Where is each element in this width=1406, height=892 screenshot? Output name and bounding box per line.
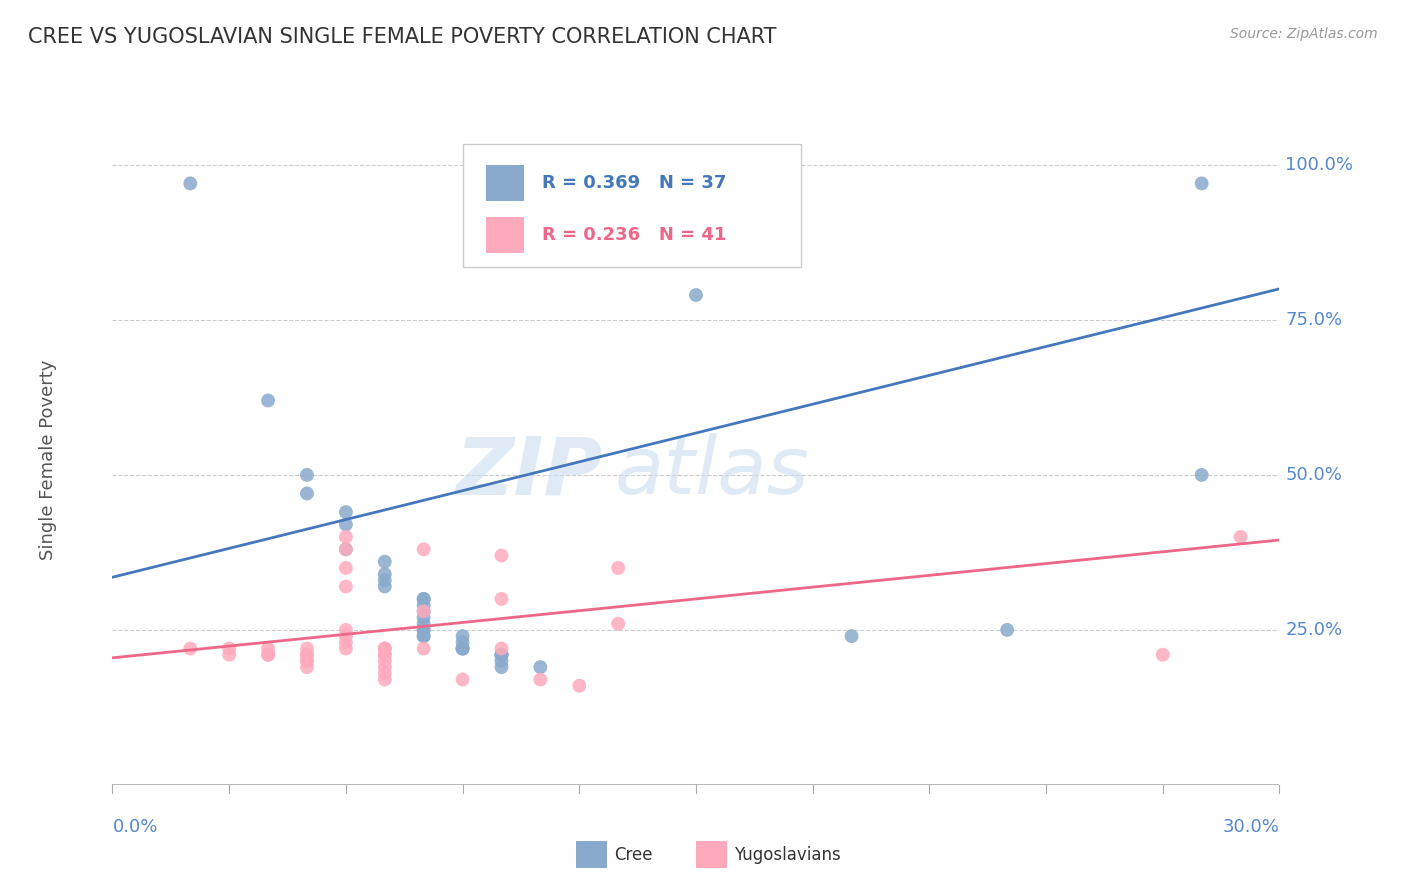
Point xyxy=(1229,530,1251,544)
Text: R = 0.369   N = 37: R = 0.369 N = 37 xyxy=(541,174,727,192)
Point xyxy=(257,641,280,656)
Point xyxy=(374,648,396,662)
Point xyxy=(412,591,434,606)
Text: 100.0%: 100.0% xyxy=(1285,156,1354,174)
Point xyxy=(491,654,513,668)
Text: 30.0%: 30.0% xyxy=(1223,817,1279,836)
Point xyxy=(374,660,396,674)
Point xyxy=(335,530,357,544)
Point xyxy=(374,673,396,687)
Point xyxy=(335,641,357,656)
Point xyxy=(995,623,1018,637)
Point xyxy=(218,648,240,662)
Point xyxy=(412,610,434,624)
Point xyxy=(374,574,396,588)
Point xyxy=(295,654,318,668)
Text: 50.0%: 50.0% xyxy=(1285,466,1343,483)
FancyBboxPatch shape xyxy=(486,217,524,252)
Point xyxy=(451,641,474,656)
Point xyxy=(295,641,318,656)
Point xyxy=(374,666,396,681)
Point xyxy=(451,629,474,643)
Point xyxy=(295,486,318,500)
Point xyxy=(335,542,357,557)
Point xyxy=(374,641,396,656)
Point xyxy=(179,177,201,191)
Point xyxy=(335,561,357,575)
Point xyxy=(257,393,280,408)
Point xyxy=(295,648,318,662)
Point xyxy=(451,641,474,656)
Point xyxy=(1191,467,1213,482)
Point xyxy=(1191,177,1213,191)
Point xyxy=(491,648,513,662)
Point xyxy=(412,616,434,631)
Point xyxy=(491,648,513,662)
Point xyxy=(335,580,357,594)
Point xyxy=(335,505,357,519)
Point xyxy=(451,673,474,687)
Point xyxy=(451,635,474,649)
Text: CREE VS YUGOSLAVIAN SINGLE FEMALE POVERTY CORRELATION CHART: CREE VS YUGOSLAVIAN SINGLE FEMALE POVERT… xyxy=(28,27,776,46)
Point xyxy=(412,604,434,618)
Point xyxy=(491,641,513,656)
Point xyxy=(295,467,318,482)
Point xyxy=(491,591,513,606)
Point xyxy=(179,641,201,656)
FancyBboxPatch shape xyxy=(463,144,801,268)
Point xyxy=(374,580,396,594)
Point xyxy=(841,629,863,643)
Text: ZIP: ZIP xyxy=(456,434,603,511)
Text: Single Female Poverty: Single Female Poverty xyxy=(39,359,58,559)
Point xyxy=(374,648,396,662)
Point xyxy=(412,623,434,637)
Point xyxy=(295,660,318,674)
Point xyxy=(412,598,434,612)
Point xyxy=(374,567,396,582)
Point xyxy=(412,623,434,637)
Point xyxy=(451,641,474,656)
Point xyxy=(295,648,318,662)
Point xyxy=(412,629,434,643)
Point xyxy=(607,616,630,631)
Point xyxy=(295,654,318,668)
Point xyxy=(335,542,357,557)
Text: Yugoslavians: Yugoslavians xyxy=(734,846,841,863)
Text: Cree: Cree xyxy=(614,846,652,863)
Point xyxy=(412,629,434,643)
Text: 75.0%: 75.0% xyxy=(1285,310,1343,329)
Point xyxy=(412,604,434,618)
Text: R = 0.236   N = 41: R = 0.236 N = 41 xyxy=(541,226,727,244)
Point xyxy=(1152,648,1174,662)
Text: Source: ZipAtlas.com: Source: ZipAtlas.com xyxy=(1230,27,1378,41)
Point xyxy=(491,660,513,674)
Text: 25.0%: 25.0% xyxy=(1285,621,1343,639)
Point xyxy=(335,517,357,532)
Point xyxy=(529,673,551,687)
Point xyxy=(335,629,357,643)
Point xyxy=(257,648,280,662)
Point xyxy=(335,635,357,649)
Point xyxy=(491,648,513,662)
Point xyxy=(374,641,396,656)
Point xyxy=(218,641,240,656)
Point xyxy=(685,288,707,302)
Point xyxy=(257,648,280,662)
Point xyxy=(412,542,434,557)
Point xyxy=(568,679,591,693)
Point xyxy=(335,623,357,637)
Point xyxy=(374,654,396,668)
Point xyxy=(607,561,630,575)
Point xyxy=(374,555,396,569)
Text: atlas: atlas xyxy=(614,434,808,511)
Point xyxy=(412,641,434,656)
FancyBboxPatch shape xyxy=(486,165,524,201)
Point xyxy=(412,591,434,606)
Text: 0.0%: 0.0% xyxy=(112,817,157,836)
Point xyxy=(491,549,513,563)
Point xyxy=(529,660,551,674)
